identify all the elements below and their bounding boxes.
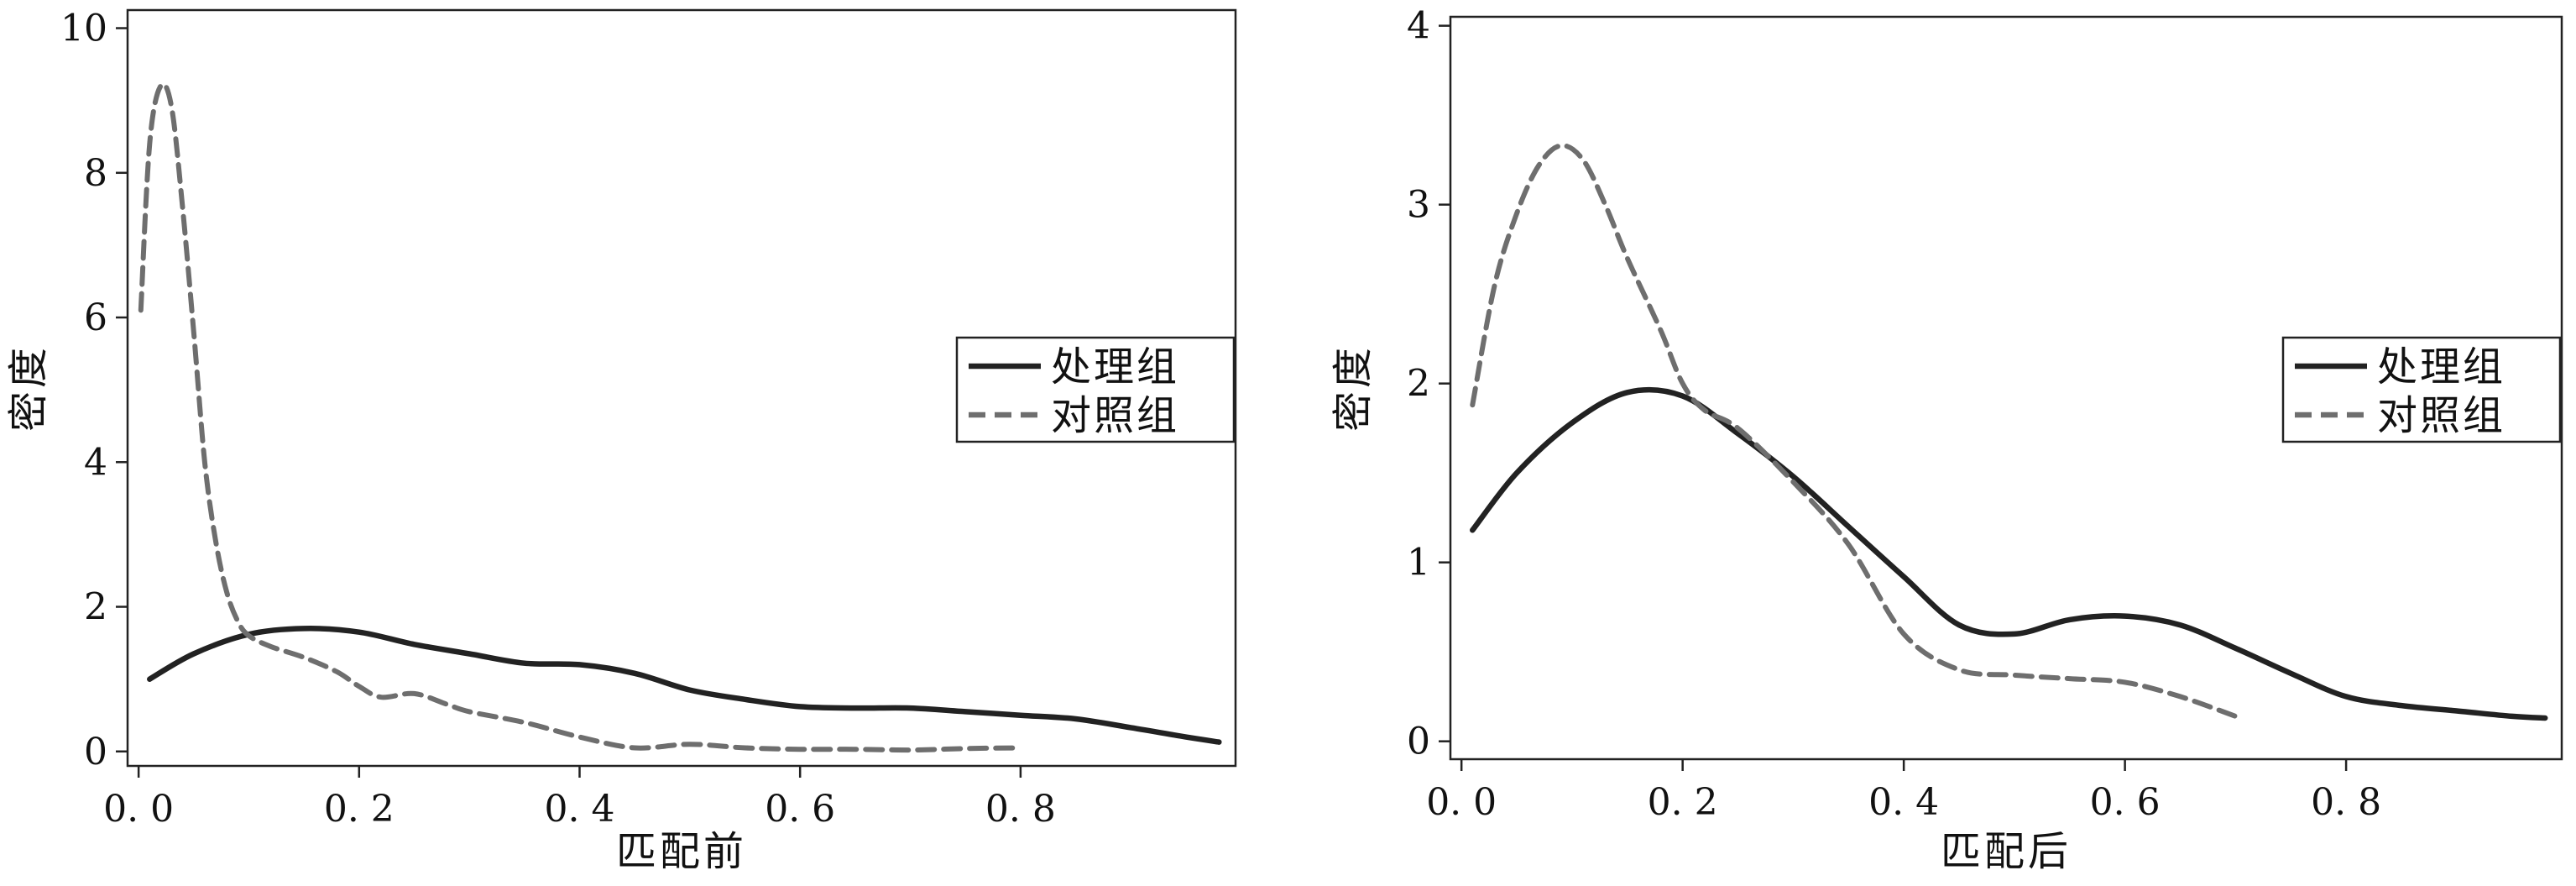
x-tick-label: 0. 6: [2090, 781, 2161, 824]
x-tick-label: 0. 8: [985, 788, 1056, 831]
y-tick-label: 8: [84, 152, 107, 195]
y-axis-label: 密度: [1330, 344, 1377, 432]
x-tick-label: 0. 0: [1426, 781, 1497, 824]
y-tick-label: 6: [84, 296, 107, 339]
plot-frame: [126, 8, 1237, 768]
legend-label: 对照组: [2377, 392, 2505, 439]
legend-label: 处理组: [2377, 343, 2505, 391]
y-tick-label: 2: [84, 586, 107, 629]
y-tick-label: 2: [1407, 363, 1430, 406]
legend-box: [955, 336, 1236, 443]
series-line-control: [1470, 143, 2239, 719]
series-line-treatment: [147, 626, 1222, 745]
x-tick-label: 0. 4: [1868, 781, 1939, 824]
x-axis-label: 匹配前: [616, 828, 747, 875]
legend-label: 对照组: [1051, 392, 1179, 439]
y-tick-label: 3: [1407, 184, 1430, 227]
y-tick-label: 4: [1407, 5, 1430, 48]
y-tick-label: 10: [60, 8, 107, 50]
x-tick-label: 0. 8: [2311, 781, 2381, 824]
y-tick-label: 0: [84, 731, 107, 773]
x-tick-label: 0. 2: [1648, 781, 1718, 824]
legend-label: 处理组: [1051, 343, 1179, 391]
series-line-control: [138, 81, 1023, 753]
x-tick-label: 0. 6: [765, 788, 835, 831]
x-axis-label: 匹配后: [1941, 828, 2072, 875]
y-axis-label: 密度: [5, 344, 52, 432]
plot-frame: [1449, 15, 2563, 761]
x-tick-label: 0. 2: [324, 788, 394, 831]
x-tick-label: 0. 0: [103, 788, 174, 831]
y-tick-label: 1: [1407, 542, 1430, 585]
legend-box: [2281, 336, 2562, 443]
x-tick-label: 0. 4: [545, 788, 615, 831]
y-tick-label: 0: [1407, 721, 1430, 763]
y-tick-label: 4: [84, 441, 107, 484]
series-line-treatment: [1470, 386, 2548, 721]
